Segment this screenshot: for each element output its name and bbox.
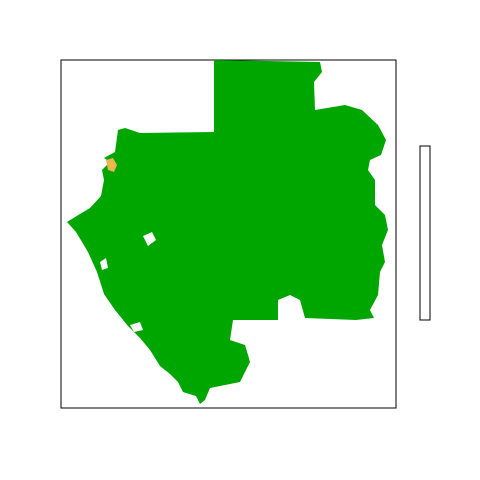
color-legend (419, 145, 431, 321)
coastal-gap (143, 232, 156, 246)
country-raster (67, 60, 388, 404)
legend-frame (419, 145, 431, 321)
coastal-gap (130, 322, 143, 332)
coastal-gap (100, 258, 108, 270)
estuary-highlight-inner (109, 162, 114, 168)
